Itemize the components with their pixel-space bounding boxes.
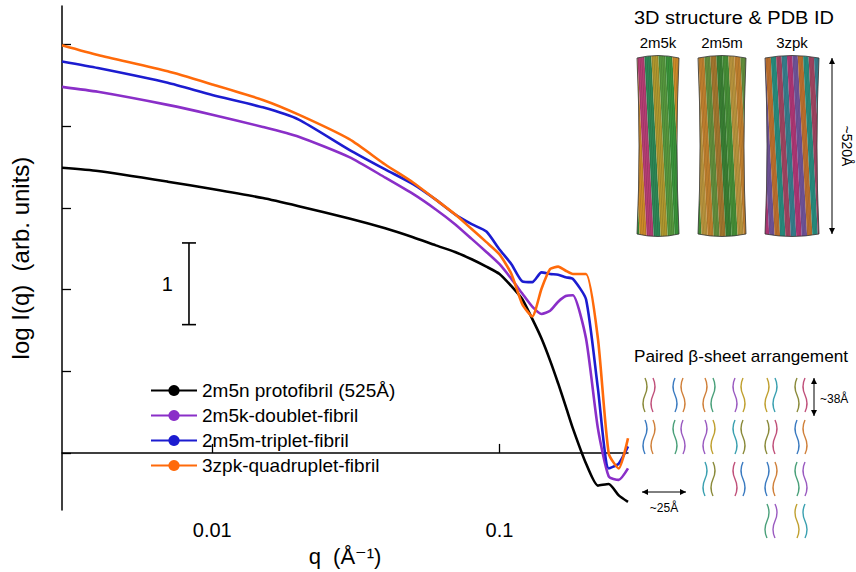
svg-text:2m5m-triplet-fibril: 2m5m-triplet-fibril (202, 430, 349, 451)
svg-text:1: 1 (162, 273, 173, 295)
svg-text:2m5k: 2m5k (640, 34, 677, 51)
svg-text:2m5k-doublet-fibril: 2m5k-doublet-fibril (202, 405, 358, 426)
svg-text:3zpk: 3zpk (776, 34, 808, 51)
svg-text:log I(q) (arb. units): log I(q) (arb. units) (7, 157, 34, 360)
svg-text:~520Å: ~520Å (839, 126, 855, 168)
svg-text:3D structure & PDB ID: 3D structure & PDB ID (634, 8, 834, 28)
svg-text:0.01: 0.01 (193, 519, 232, 541)
svg-text:~25Å: ~25Å (650, 500, 678, 515)
svg-text:0.1: 0.1 (486, 519, 514, 541)
svg-text:Paired β-sheet arrangement: Paired β-sheet arrangement (634, 347, 848, 366)
svg-text:~38Å: ~38Å (820, 391, 848, 406)
svg-text:q (Å⁻¹): q (Å⁻¹) (309, 544, 382, 569)
svg-text:2m5m: 2m5m (701, 34, 743, 51)
svg-text:3zpk-quadruplet-fibril: 3zpk-quadruplet-fibril (202, 455, 379, 476)
svg-text:2m5n protofibril (525Å): 2m5n protofibril (525Å) (202, 380, 395, 401)
